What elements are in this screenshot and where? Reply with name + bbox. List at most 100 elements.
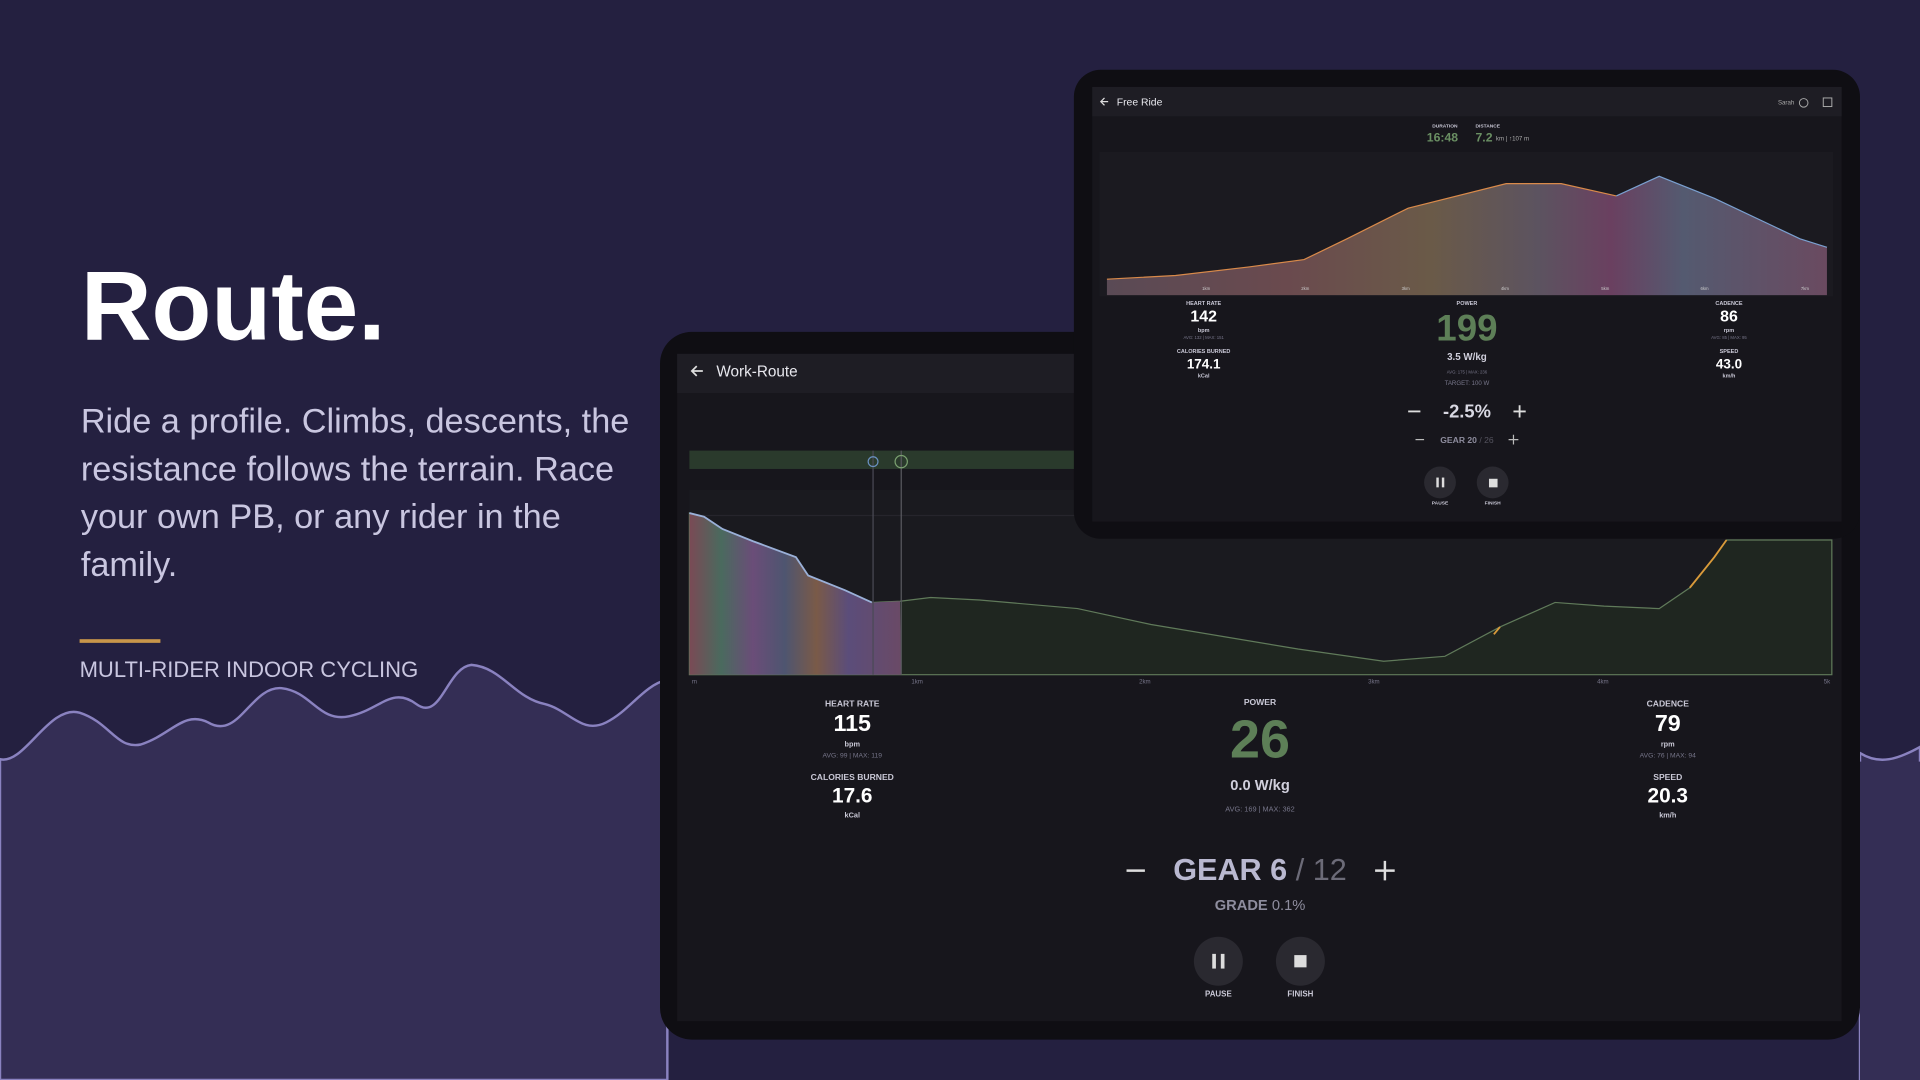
metric-unit: rpm [1661,739,1675,748]
metric-stats: AVG: 76 | MAX: 94 [1640,752,1696,759]
pause-icon [1436,477,1439,488]
ridden-line [689,512,873,604]
accent-line [79,639,161,643]
gear: GEAR 6 / 12 [1173,853,1347,887]
stop-icon [1488,478,1498,488]
axis-label: 3km [1402,286,1411,291]
metric-wkg: 0.0 W/kg [1230,778,1290,794]
metric-value: 43.0 [1716,356,1742,371]
button-label: FINISH [1485,501,1501,507]
button-label: PAUSE [1205,989,1232,998]
elevation-profile [1106,176,1827,296]
metric-label: DISTANCE [1476,123,1501,129]
metric-value: 20.3 [1648,785,1688,808]
gear-label: GEAR 20 [1440,435,1477,445]
metric-label: CADENCE [1715,301,1743,307]
gear: GEAR 20 / 26 [1440,435,1494,445]
hero-description: your own PB, or any rider in the [81,498,561,536]
metric-value: 115 [833,710,871,736]
metric-stats: AVG: 169 | MAX: 362 [1225,804,1294,813]
axis-label: 6km [1700,286,1709,291]
share-icon[interactable] [1822,97,1833,108]
grade-value: 0.1% [1272,898,1305,914]
pause-button[interactable] [1424,466,1456,499]
header-bar [1092,86,1842,117]
grade-plus[interactable] [1513,405,1526,418]
metric-target: TARGET: 100 W [1445,380,1490,387]
distance: 7.2 km | ↑107 m [1476,131,1530,145]
axis-label: 1km [911,679,923,686]
hero-description: family. [81,546,177,584]
rider-icon [894,454,908,469]
metric-value: 174.1 [1187,356,1221,371]
metric-label: SPEED [1653,772,1682,782]
stop-icon [1294,955,1307,968]
metric-unit: kCal [1198,373,1210,379]
metric-value: 79 [1655,710,1681,736]
pause-icon [1220,953,1225,969]
axis-label: 5km [1601,286,1610,291]
axis-label: 1km [1202,286,1211,291]
axis-label: 2km [1139,679,1151,686]
metric-unit: bpm [1198,328,1210,334]
metric-unit: kCal [845,810,860,819]
metric-stats: AVG: 85 | MAX: 95 [1711,335,1747,340]
metric-stats: AVG: 99 | MAX: 119 [823,752,883,759]
power-value: 199 [1436,307,1497,348]
back-button[interactable] [690,365,703,377]
axis-label: 5k [1824,679,1831,686]
grade: GRADE 0.1% [1215,898,1306,914]
button-label: FINISH [1287,989,1313,998]
button-label: PAUSE [1432,501,1449,507]
pause-button[interactable] [1193,936,1243,986]
metric-unit: km/h [1723,373,1736,379]
power-value: 26 [1230,709,1290,769]
hero-description: Ride a profile. Climbs, descents, the [81,403,630,441]
axis-label: 4km [1501,286,1510,291]
metric-value: 86 [1720,308,1738,325]
free-ride-tablet: Free Ride Sarah DURATION 16:48 DISTANCE … [1073,69,1860,539]
metric-unit: km/h [1659,810,1677,819]
gear-label: GEAR 6 [1173,853,1287,887]
axis-label: m [692,679,697,686]
screen-title: Work-Route [716,363,797,380]
hero-description: resistance follows the terrain. Race [81,450,614,488]
metric-unit: bpm [845,739,861,748]
profile-line [1106,183,1617,280]
metric-stats: AVG: 175 | MAX: 236 [1447,369,1488,374]
metric-label: POWER [1457,301,1478,307]
distance-value: 7.2 [1476,131,1493,145]
user-name: Sarah [1778,99,1794,106]
metric-label: POWER [1244,697,1277,707]
pause-icon [1441,477,1445,488]
gear-plus[interactable] [1375,860,1395,881]
metric-value: 17.6 [832,785,872,808]
gear-plus[interactable] [1508,434,1519,445]
gear-total: / 12 [1296,853,1347,887]
rider-icon [1798,98,1809,108]
metric-label: HEART RATE [825,698,880,708]
metric-stats: AVG: 132 | MAX: 151 [1183,335,1224,340]
screen-title: Free Ride [1117,98,1163,109]
back-button[interactable] [1099,97,1109,106]
axis-label: 7km [1801,286,1810,291]
hero-title: Route. [81,250,386,360]
hero-tagline: MULTI-RIDER INDOOR CYCLING [80,657,419,682]
pause-icon [1212,953,1216,969]
axis-label: 2km [1301,286,1310,291]
distance-unit: km | ↑107 m [1496,135,1529,142]
axis-label: 4km [1597,679,1609,686]
profile-line [1616,175,1828,248]
rider-icon [867,456,879,468]
metric-label: CALORIES BURNED [1177,349,1231,355]
duration-value: 16:48 [1427,131,1458,145]
mini-profile [689,450,1094,469]
gear-total: / 26 [1479,435,1494,445]
metric-label: DURATION [1432,123,1458,129]
background-wave [0,663,669,1080]
grade-label: GRADE [1215,898,1268,914]
background-fill [1860,761,1920,1080]
metric-wkg: 3.5 W/kg [1447,352,1487,363]
axis-label: 3km [1368,679,1380,686]
